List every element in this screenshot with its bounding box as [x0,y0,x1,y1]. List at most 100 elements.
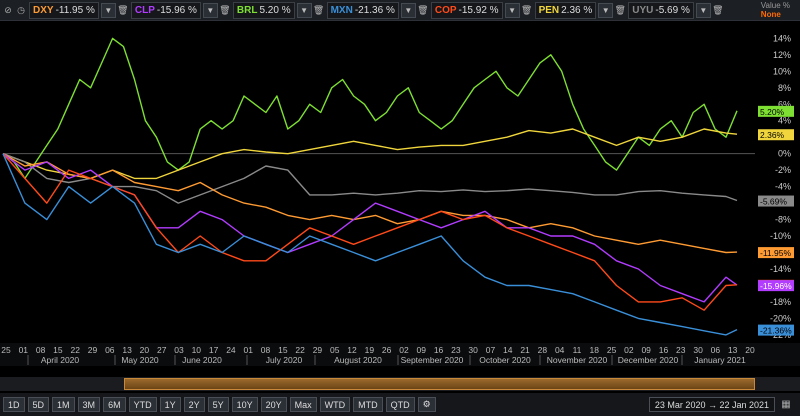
period-button-6m[interactable]: 6M [103,397,126,412]
legend-chip[interactable]: PEN 2.36 % [534,1,597,19]
value-label-text: Value % [760,1,790,10]
period-button-ytd[interactable]: YTD [128,397,157,412]
period-toolbar: 1D 5D 1M 3M 6M YTD 1Y 2Y 5Y 10Y 20Y Max WTD MTD QTD ⚙ … [0,393,800,416]
legend-chip[interactable]: CLP -15.96 % [130,1,201,19]
end-label-box [758,129,794,141]
scroll-range-handle[interactable] [124,378,755,390]
x-day-tick: 24 [226,345,236,355]
value-mode-label[interactable]: Value % None [761,1,790,19]
series-line-mxn [2,153,738,336]
x-day-tick: 28 [538,345,548,355]
trash-icon[interactable]: 🗑 [520,4,533,15]
y-tick-label: 4% [778,116,791,126]
legend-item-pen[interactable]: PEN 2.36 % ▼ 🗑 [534,1,626,19]
dropdown-arrow-icon[interactable]: ▼ [400,2,416,18]
trash-icon[interactable]: 🗑 [614,4,626,15]
trash-icon[interactable]: 🗑 [417,4,429,15]
dropdown-arrow-icon[interactable]: ▼ [504,2,520,18]
x-day-tick: 03 [174,345,184,355]
legend-item-mxn[interactable]: MXN -21.36 % ▼ 🗑 [326,1,429,19]
x-day-tick: 01 [19,345,29,355]
reset-icon[interactable]: ⊘ [4,4,12,15]
legend-series-value: 2.36 % [561,4,593,16]
period-button-qtd[interactable]: QTD [385,397,415,412]
legend-series-name: UYU [632,4,654,16]
dropdown-arrow-icon[interactable]: ▼ [100,2,116,18]
clock-icon[interactable]: ◷ [17,4,25,15]
legend-item-dxy[interactable]: DXY -11.95 % ▼ 🗑 [29,1,129,19]
end-label-box [758,280,794,292]
period-button-max[interactable]: Max [289,397,317,412]
period-button-10y[interactable]: 10Y [231,397,258,412]
legend-series-name: PEN [538,4,560,16]
y-tick-label: -10% [770,231,791,241]
legend-item-clp[interactable]: CLP -15.96 % ▼ 🗑 [130,1,231,19]
period-button-5y[interactable]: 5Y [207,397,229,412]
dropdown-arrow-icon[interactable]: ▼ [202,2,218,18]
x-axis-band [0,343,800,366]
legend-chip[interactable]: BRL 5.20 % [232,1,295,19]
y-tick-label: -18% [770,297,791,307]
series-line-brl [2,37,738,180]
x-day-tick: 30 [693,345,703,355]
trash-icon[interactable]: 🗑 [712,4,724,15]
period-button-1y[interactable]: 1Y [159,397,181,412]
y-tick-label: -14% [770,264,791,274]
period-button-wtd[interactable]: WTD [319,397,351,412]
legend-item-brl[interactable]: BRL 5.20 % ▼ 🗑 [232,1,325,19]
x-day-tick: 14 [503,345,513,355]
period-button-1d[interactable]: 1D [3,397,25,412]
x-day-tick: 04 [555,345,565,355]
x-day-tick: 13 [728,345,738,355]
legend-chip[interactable]: UYU -5.69 % [628,1,694,19]
x-day-tick: 11 [573,345,582,355]
x-month-label: December 2020 [618,355,679,365]
x-day-tick: 16 [659,345,669,355]
period-button-3m[interactable]: 3M [77,397,101,412]
x-day-tick: 15 [278,345,288,355]
time-scroller[interactable] [0,377,800,391]
legend-chip[interactable]: DXY -11.95 % [29,1,99,19]
dropdown-arrow-icon[interactable]: ▼ [598,2,614,18]
legend-series-value: -15.96 % [156,4,197,16]
trash-icon[interactable]: 🗑 [117,4,129,15]
trash-icon[interactable]: 🗑 [219,4,231,15]
period-button-1m[interactable]: 1M [52,397,75,412]
y-tick-label: -4% [775,182,791,192]
end-label-box [758,247,794,259]
dropdown-arrow-icon[interactable]: ▼ [296,2,312,18]
period-button-5d[interactable]: 5D [27,397,50,412]
x-day-tick: 17 [209,345,219,355]
period-button-20y[interactable]: 20Y [260,397,287,412]
x-day-tick: 06 [711,345,721,355]
legend-series-name: CLP [134,4,155,16]
legend-item-uyu[interactable]: UYU -5.69 % ▼ 🗑 [628,1,724,19]
legend-items: DXY -11.95 % ▼ 🗑 CLP -15.96 % ▼ 🗑 BRL 5.20 % ▼ 🗑 MXN… [26,1,724,19]
dropdown-arrow-icon[interactable]: ▼ [695,2,711,18]
x-day-tick: 26 [382,345,392,355]
date-range-field[interactable]: 23 Mar 2020 → 22 Jan 2021 [648,397,775,412]
x-day-tick: 08 [36,345,46,355]
y-tick-label: -2% [775,165,791,175]
trash-icon[interactable]: 🗑 [312,4,325,15]
calendar-icon[interactable]: ▦ [781,398,791,410]
line-chart[interactable]: 14%12%10%8%6%4%2%0%-2%-4%-6%-8%-10%-12%-… [0,21,800,366]
x-day-tick: 09 [641,345,651,355]
period-button-2y[interactable]: 2Y [183,397,205,412]
legend-series-value: -11.95 % [55,4,95,16]
x-month-label: October 2020 [479,355,531,365]
legend-chip[interactable]: COP -15.92 % [430,1,503,19]
settings-gear-icon[interactable]: ⚙ [417,397,436,412]
series-line-clp [2,153,738,303]
x-month-label: July 2020 [266,355,303,365]
period-button-mtd[interactable]: MTD [353,397,383,412]
legend-series-value: -5.69 % [655,4,690,16]
x-month-label: May 2020 [121,355,159,365]
x-day-tick: 27 [157,345,167,355]
x-month-label: September 2020 [401,355,464,365]
legend-chip[interactable]: MXN -21.36 % [326,1,399,19]
series-line-pen [2,128,738,180]
x-day-tick: 08 [261,345,271,355]
legend-item-cop[interactable]: COP -15.92 % ▼ 🗑 [430,1,533,19]
x-day-tick: 10 [192,345,202,355]
